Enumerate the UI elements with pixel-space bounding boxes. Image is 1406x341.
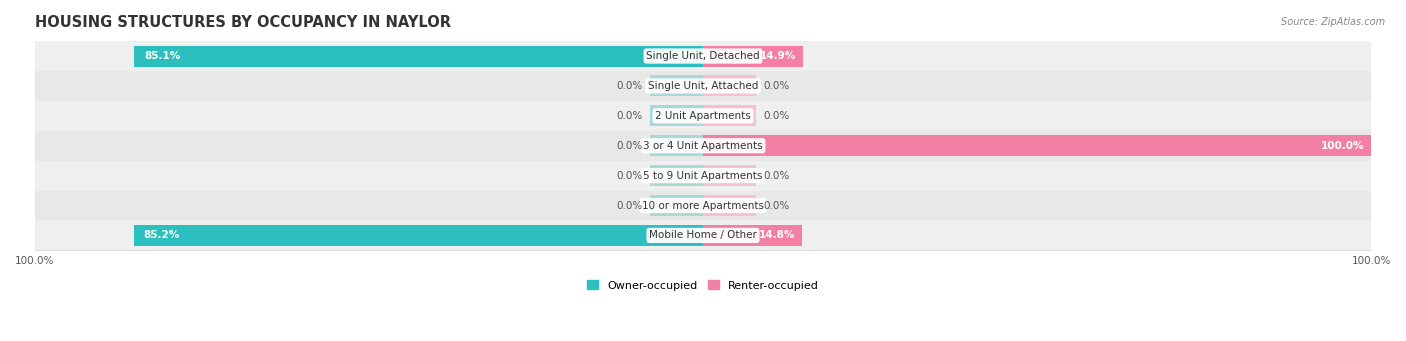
Bar: [703, 195, 756, 216]
Bar: [650, 75, 703, 97]
Bar: [35, 220, 1371, 250]
Text: 0.0%: 0.0%: [617, 141, 643, 151]
Bar: [703, 135, 1371, 156]
Text: 0.0%: 0.0%: [763, 170, 789, 181]
Bar: [134, 225, 703, 246]
Bar: [134, 46, 703, 66]
Legend: Owner-occupied, Renter-occupied: Owner-occupied, Renter-occupied: [582, 276, 824, 295]
Text: 3 or 4 Unit Apartments: 3 or 4 Unit Apartments: [643, 141, 763, 151]
Bar: [703, 46, 756, 66]
Text: 0.0%: 0.0%: [617, 170, 643, 181]
Text: 0.0%: 0.0%: [763, 81, 789, 91]
Bar: [650, 105, 703, 126]
Text: 0.0%: 0.0%: [617, 201, 643, 210]
Bar: [703, 135, 756, 156]
Bar: [650, 135, 703, 156]
Bar: [35, 131, 1371, 161]
Text: 14.9%: 14.9%: [759, 51, 796, 61]
Bar: [35, 71, 1371, 101]
Bar: [703, 105, 756, 126]
Text: Mobile Home / Other: Mobile Home / Other: [650, 231, 756, 240]
Bar: [650, 165, 703, 186]
Bar: [35, 191, 1371, 220]
Text: 0.0%: 0.0%: [617, 81, 643, 91]
Text: 10 or more Apartments: 10 or more Apartments: [643, 201, 763, 210]
Text: Single Unit, Attached: Single Unit, Attached: [648, 81, 758, 91]
Text: Single Unit, Detached: Single Unit, Detached: [647, 51, 759, 61]
Text: 0.0%: 0.0%: [617, 111, 643, 121]
Text: Source: ZipAtlas.com: Source: ZipAtlas.com: [1281, 17, 1385, 27]
Bar: [703, 225, 801, 246]
Bar: [650, 195, 703, 216]
Text: 0.0%: 0.0%: [763, 111, 789, 121]
Text: 0.0%: 0.0%: [763, 201, 789, 210]
Bar: [703, 225, 756, 246]
Bar: [35, 101, 1371, 131]
Bar: [650, 225, 703, 246]
Text: 2 Unit Apartments: 2 Unit Apartments: [655, 111, 751, 121]
Bar: [703, 165, 756, 186]
Text: 85.1%: 85.1%: [145, 51, 180, 61]
Bar: [650, 46, 703, 66]
Text: 85.2%: 85.2%: [143, 231, 180, 240]
Bar: [35, 161, 1371, 191]
Text: 5 to 9 Unit Apartments: 5 to 9 Unit Apartments: [644, 170, 762, 181]
Bar: [35, 41, 1371, 71]
Bar: [703, 75, 756, 97]
Text: 14.8%: 14.8%: [759, 231, 796, 240]
Text: 100.0%: 100.0%: [1322, 141, 1365, 151]
Text: HOUSING STRUCTURES BY OCCUPANCY IN NAYLOR: HOUSING STRUCTURES BY OCCUPANCY IN NAYLO…: [35, 15, 451, 30]
Bar: [703, 46, 803, 66]
